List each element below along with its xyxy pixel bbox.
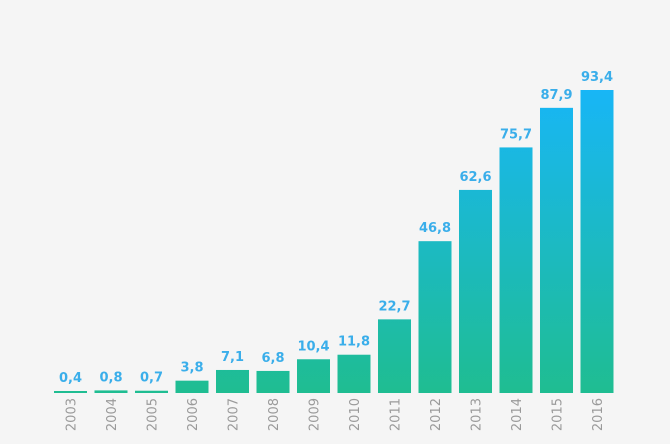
bar-2015 — [540, 107, 573, 393]
bar-2011 — [378, 319, 411, 393]
value-label-2008: 6,8 — [261, 351, 284, 366]
x-tick-label-2003: 2003 — [65, 398, 80, 431]
x-tick-label-2008: 2008 — [267, 398, 282, 431]
value-label-2016: 93,4 — [581, 70, 613, 85]
x-tick-label-2013: 2013 — [470, 398, 485, 431]
bars-layer — [54, 90, 614, 393]
value-label-2012: 46,8 — [419, 221, 451, 236]
bar-2009 — [297, 359, 330, 393]
value-label-2015: 87,9 — [540, 88, 572, 103]
x-tick-label-2005: 2005 — [146, 398, 161, 431]
x-tick-label-2012: 2012 — [429, 398, 444, 431]
bar-2012 — [418, 241, 452, 393]
x-tick-label-2010: 2010 — [348, 398, 363, 431]
bar-2010 — [337, 354, 371, 393]
value-label-2010: 11,8 — [338, 335, 370, 350]
value-label-2006: 3,8 — [180, 361, 203, 376]
value-label-2013: 62,6 — [459, 170, 491, 185]
value-label-2014: 75,7 — [500, 127, 532, 142]
value-label-2004: 0,8 — [99, 370, 122, 385]
value-label-2003: 0,4 — [59, 371, 82, 386]
bar-2006 — [175, 380, 209, 393]
bar-2003 — [54, 391, 87, 393]
bar-2004 — [94, 390, 128, 393]
x-tick-label-2011: 2011 — [389, 398, 404, 431]
value-label-2007: 7,1 — [221, 350, 244, 365]
x-tick-label-2015: 2015 — [551, 398, 566, 431]
bar-2005 — [135, 390, 168, 393]
x-tick-label-2007: 2007 — [227, 398, 242, 431]
bar-2014 — [499, 147, 533, 393]
x-tick-label-2004: 2004 — [105, 398, 120, 431]
bar-2008 — [256, 370, 290, 393]
bar-2007 — [216, 369, 249, 393]
x-tick-label-2009: 2009 — [308, 398, 323, 431]
value-label-2009: 10,4 — [297, 339, 329, 354]
bar-2013 — [459, 189, 492, 393]
x-tick-label-2016: 2016 — [591, 398, 606, 431]
x-tick-label-2006: 2006 — [186, 398, 201, 431]
bar-2016 — [580, 90, 614, 393]
value-label-2005: 0,7 — [140, 371, 163, 386]
value-labels-layer: 0,4 0,8 0,7 3,8 7,1 6,8 10,4 11,8 22,7 46,8 62,6 75… — [59, 70, 613, 386]
value-label-2011: 22,7 — [378, 299, 410, 314]
x-tick-label-2014: 2014 — [510, 398, 525, 431]
tick-labels-layer: 2003 2004 2005 2006 2007 2008 2009 2010 2011 2012… — [65, 398, 607, 431]
